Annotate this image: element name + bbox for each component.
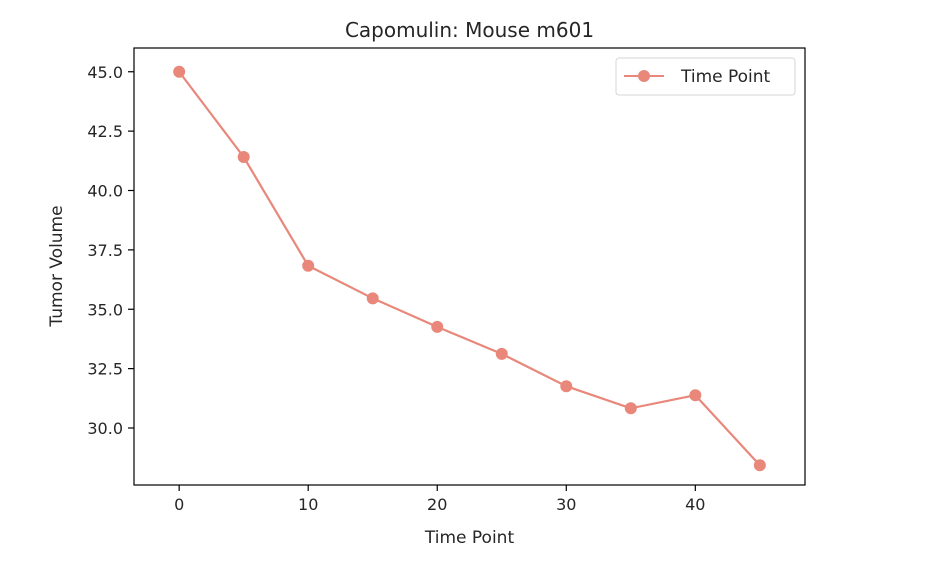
x-tick-label: 30 — [556, 495, 576, 514]
plot-area-frame — [133, 47, 806, 486]
data-point — [495, 347, 508, 360]
y-tick-label: 45.0 — [87, 63, 123, 82]
y-axis-label: Tumor Volume — [47, 205, 67, 327]
legend-box — [615, 57, 796, 96]
data-point — [237, 151, 250, 164]
y-tick-label: 35.0 — [87, 300, 123, 319]
x-axis-label: Time Point — [424, 528, 515, 548]
y-tick-label: 30.0 — [87, 419, 123, 438]
y-tick-label: 40.0 — [87, 182, 123, 201]
y-tick-label: 37.5 — [87, 241, 123, 260]
x-axis-ticks: 0 10 20 30 40 — [174, 485, 705, 514]
legend-label: Time Point — [680, 67, 771, 87]
series-line — [178, 71, 761, 467]
data-point — [431, 320, 444, 333]
y-tick-label: 42.5 — [87, 122, 123, 141]
data-point — [560, 380, 573, 393]
chart-title: Capomulin: Mouse m601 — [345, 18, 594, 42]
data-point — [366, 292, 379, 305]
y-tick-label: 32.5 — [87, 360, 123, 379]
legend: Time Point — [615, 57, 796, 96]
y-axis-ticks: 30.0 32.5 35.0 37.5 40.0 42.5 45.0 — [87, 63, 134, 438]
data-point — [624, 402, 637, 415]
x-tick-label: 10 — [298, 495, 318, 514]
legend-marker-swatch — [638, 70, 650, 82]
data-point — [173, 65, 186, 78]
x-tick-label: 40 — [685, 495, 705, 514]
x-tick-label: 20 — [427, 495, 447, 514]
data-point — [689, 389, 702, 402]
data-point — [302, 259, 315, 272]
data-point — [753, 459, 766, 472]
series-layer — [173, 65, 766, 472]
x-tick-label: 0 — [174, 495, 184, 514]
